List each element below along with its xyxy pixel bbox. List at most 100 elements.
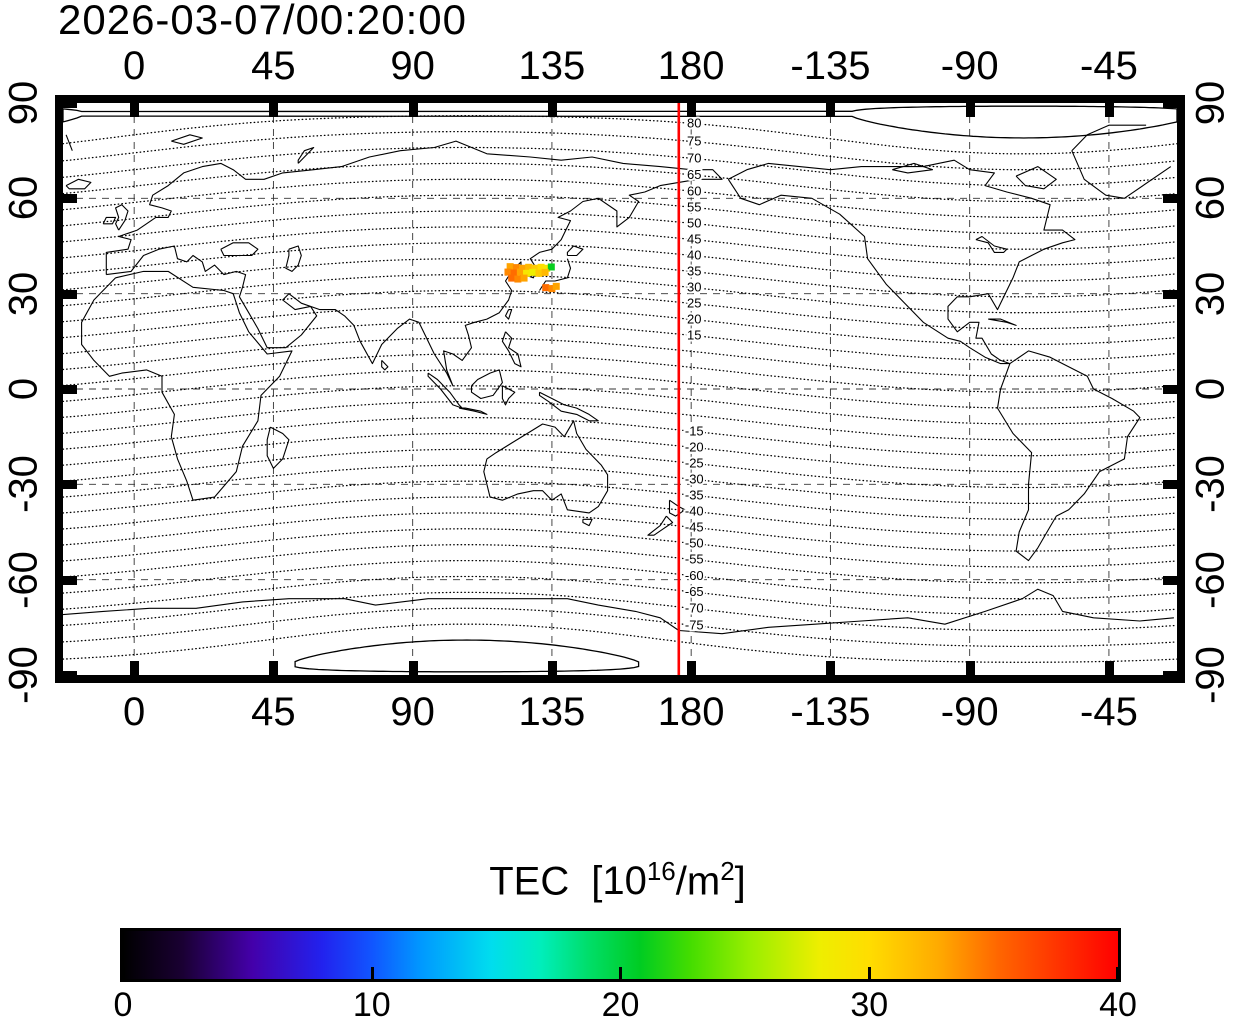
contour-label: -35 [685,487,704,502]
contour-label: -20 [685,439,704,454]
lon-tick-label-bottom: -45 [1080,690,1138,734]
contour-label: 70 [687,151,701,166]
lat-tick-label-right: -60 [1188,550,1233,609]
lon-tick-label-top: 135 [518,44,586,88]
geomagnetic-latitude-contour [63,321,1177,362]
coastline [63,588,1174,635]
geomagnetic-latitude-contour [63,273,1177,314]
lon-tick-label-bottom: 135 [518,690,586,734]
contour-label: 30 [687,280,701,295]
coastline [647,515,674,536]
axis-tick-top [269,103,279,117]
geomagnetic-latitude-contour [63,448,1177,489]
axis-tick-bottom [408,661,418,675]
coastline [501,331,522,368]
coastline [566,245,584,257]
lat-tick-label-right: -30 [1188,455,1233,514]
coastline [171,134,203,145]
contour-label: 40 [687,248,701,263]
tec-measurement-point [525,263,533,271]
coastline [105,140,723,387]
contour-label: -30 [685,471,704,486]
coastline [483,420,609,514]
tec-measurement-point [504,268,512,276]
coastline [539,258,572,291]
lat-tick-label-right: 30 [1188,271,1233,316]
colorbar-title-open: [10 [591,859,647,904]
contour-label: -70 [685,601,704,616]
coastline [65,178,92,190]
axis-tick-right [1163,194,1177,204]
geomagnetic-latitude-contour [63,512,1177,552]
contour-label: 15 [687,328,701,343]
lat-tick-label-right: 0 [1188,377,1233,401]
lat-tick-label-left: -60 [1,550,46,609]
axis-tick-right [1163,480,1177,490]
axis-tick-top [965,103,975,117]
colorbar-title-unit: /m [675,859,721,904]
lat-tick-label-right: 90 [1188,80,1233,126]
geomagnetic-latitude-contour [63,464,1177,505]
geomagnetic-latitude-contour [63,559,1177,600]
colorbar-tick-label: 10 [352,986,391,1021]
colorbar-title-exponent2: 2 [720,856,735,886]
map-frame: 80 75 70 65 60 55 50 45 40 35 30 25 20 15 -15 -20 -25 -30… [55,95,1185,683]
geomagnetic-latitude-contour [63,416,1177,457]
axis-tick-left [63,99,77,108]
axis-tick-top [687,103,697,117]
coastline [381,360,389,371]
tec-measurement-point [543,264,551,272]
geomagnetic-latitude-contour [63,369,1177,409]
coastline [81,270,293,501]
coastline [65,134,73,151]
contour-label: -60 [685,568,704,583]
contour-label: -15 [685,424,704,439]
geomagnetic-latitude-contour [63,105,1177,139]
tec-measurement-point [510,269,518,277]
contour-label: 80 [687,116,701,131]
axis-tick-top [1104,103,1114,117]
colorbar-tick-label: 30 [850,986,889,1021]
coastline [1071,124,1147,152]
contour-label: 55 [687,199,701,214]
geomagnetic-latitude-contour [63,432,1177,473]
tec-measurement-point [552,282,560,290]
geomagnetic-latitude-contour [63,401,1177,441]
colorbar-title: TEC [1016/m2] [0,856,1235,904]
axis-tick-left [63,575,77,585]
coastline [668,499,686,517]
geomagnetic-latitude-contour [63,480,1177,520]
contour-label: -45 [685,520,704,535]
contour-label: -50 [685,536,704,551]
geomagnetic-latitude-contour [63,242,1177,282]
contour-label: 50 [687,216,701,231]
lat-tick-label-left: 90 [1,80,46,126]
axis-tick-bottom [1104,661,1114,675]
lon-tick-label-bottom: -90 [940,690,999,734]
geomagnetic-latitude-contour [63,115,1177,155]
tec-measurement-point [535,269,543,277]
colorbar-title-exponent: 16 [646,856,676,886]
coastline [220,242,259,257]
geomagnetic-latitude-contour [63,146,1177,187]
lat-tick-label-left: -30 [1,455,46,514]
lon-tick-label-bottom: 45 [251,690,296,734]
axis-tick-left [63,671,77,680]
axis-tick-bottom [965,661,975,675]
geomagnetic-latitude-contour [63,210,1177,250]
axis-tick-left [63,194,77,204]
tec-measurement-point [519,264,527,272]
lat-tick-label-left: -90 [1,646,46,704]
tec-measurement-point [506,263,514,271]
coastline [504,309,513,320]
lon-tick-label-bottom: 180 [657,690,725,734]
geomagnetic-latitude-contour [63,178,1177,219]
axis-tick-right [1163,385,1177,394]
contour-label: 25 [687,296,701,311]
lon-tick-label-top: -90 [940,44,999,88]
geomagnetic-latitude-contour [63,289,1177,330]
contour-label: 60 [687,183,701,198]
lat-tick-label-right: -90 [1188,646,1233,704]
tec-measurement-point [542,284,550,292]
coastline [892,162,934,174]
